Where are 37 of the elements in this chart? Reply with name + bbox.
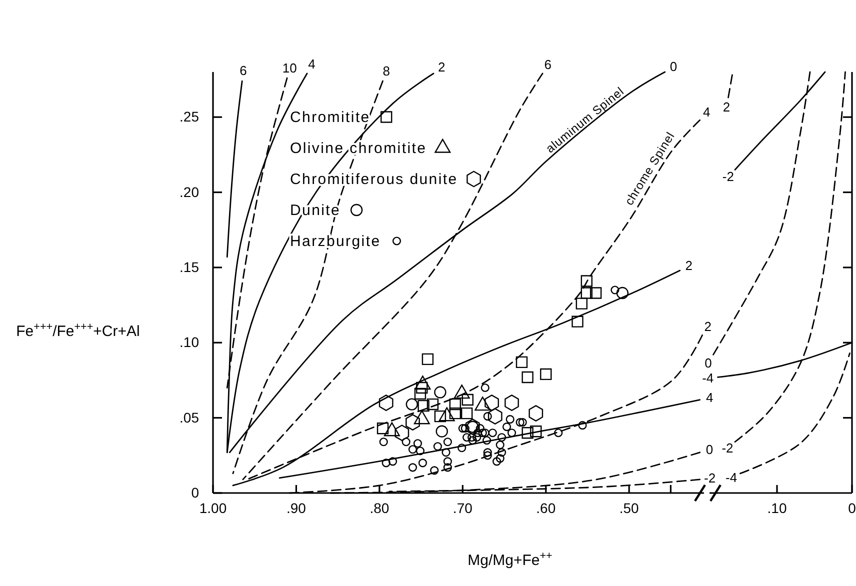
x-tick-label: .90 bbox=[286, 500, 306, 516]
x-tick-label: .60 bbox=[536, 500, 556, 516]
legend-label: Harzburgite bbox=[290, 233, 381, 250]
series-label: 4 bbox=[308, 56, 316, 72]
series-label: 10 bbox=[282, 60, 297, 76]
series-label: 4 bbox=[702, 104, 710, 120]
series-label: 2 bbox=[438, 60, 446, 75]
series-label: 4 bbox=[706, 390, 714, 405]
series-label: 0 bbox=[670, 58, 678, 74]
x-tick-label: .10 bbox=[767, 500, 787, 516]
series-label: -4 bbox=[726, 470, 738, 485]
series-label: 0 bbox=[706, 442, 714, 457]
series-label: 6 bbox=[544, 57, 552, 72]
y-tick-label: .10 bbox=[180, 334, 200, 350]
series-label: -4 bbox=[702, 370, 714, 386]
x-tick-label: 0 bbox=[848, 500, 856, 516]
series-label: 2 bbox=[722, 99, 730, 114]
series-label: -2 bbox=[704, 470, 716, 486]
x-tick-label: .80 bbox=[370, 500, 390, 516]
x-axis-title: Mg/Mg+Fe$^{++}$ bbox=[468, 550, 552, 569]
y-tick-label: .25 bbox=[180, 108, 200, 125]
series-label: 0 bbox=[704, 355, 712, 370]
legend-label: Chromitite bbox=[290, 109, 370, 126]
y-tick-label: .20 bbox=[180, 184, 200, 200]
series-label: 8 bbox=[382, 64, 390, 79]
y-tick-label: .05 bbox=[180, 409, 200, 426]
series-label: -2 bbox=[722, 440, 734, 456]
y-tick-label: .15 bbox=[180, 258, 200, 275]
y-axis-title: Fe$^{+++}$/Fe$^{+++}$+Cr+Al bbox=[16, 321, 140, 340]
series-label: 2 bbox=[704, 318, 712, 334]
x-tick-label: .70 bbox=[452, 500, 473, 516]
series-label: 6 bbox=[240, 63, 247, 78]
series-label: -2 bbox=[722, 169, 734, 184]
x-tick-label: .50 bbox=[619, 500, 640, 516]
series-label: 2 bbox=[685, 258, 693, 274]
x-tick-label: 1.00 bbox=[199, 500, 227, 516]
y-tick-label: 0 bbox=[191, 484, 200, 500]
